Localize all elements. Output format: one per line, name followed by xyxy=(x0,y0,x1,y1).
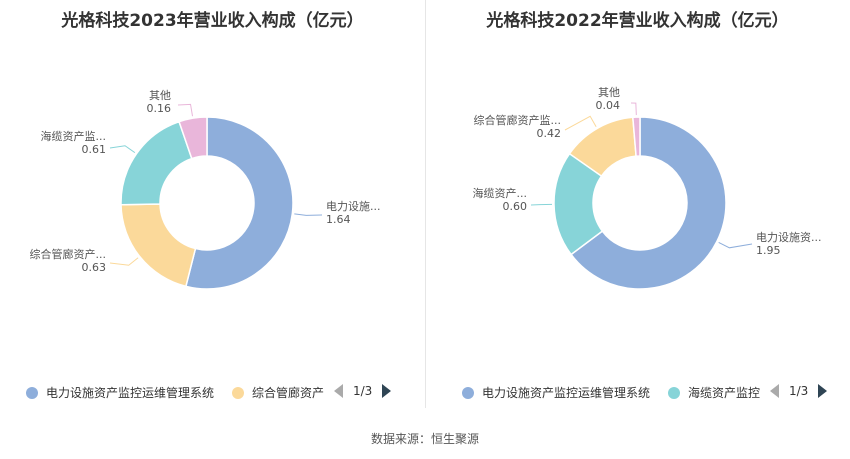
slice-value: 0.63 xyxy=(82,261,107,274)
leader-line xyxy=(718,241,753,249)
legend-prev-icon[interactable] xyxy=(770,384,779,398)
slice-value: 1.64 xyxy=(326,213,351,226)
legend-item[interactable]: 电力设施资产监控运维管理系统 xyxy=(26,384,214,401)
donut-slice[interactable] xyxy=(184,116,294,290)
legend-page: 1/3 xyxy=(789,384,809,398)
slice-label: 其他 xyxy=(149,89,171,102)
legend-label: 电力设施资产监控运维管理系统 xyxy=(482,386,651,400)
donut-slice[interactable] xyxy=(570,116,727,290)
legend-dot xyxy=(26,386,38,399)
legend-next-icon[interactable] xyxy=(818,384,828,398)
panel-divider xyxy=(425,0,426,408)
legend-2022: 电力设施资产监控运维管理系统 海缆资产监控 1/3 xyxy=(425,384,850,404)
chart-title: 光格科技2022年营业收入构成（亿元） xyxy=(486,11,789,31)
legend-next-icon[interactable] xyxy=(382,384,392,398)
donut-slice[interactable] xyxy=(120,203,197,288)
leader-line xyxy=(177,103,194,117)
legend-pager: 1/3 xyxy=(334,384,392,398)
chart-title: 光格科技2023年营业收入构成（亿元） xyxy=(61,11,364,31)
legend-prev-icon[interactable] xyxy=(334,384,343,398)
legend-page: 1/3 xyxy=(353,384,373,398)
leader-line xyxy=(530,203,553,206)
legend-pager: 1/3 xyxy=(770,384,828,398)
donut-chart-2022: 电力设施资...1.95 海缆资产...0.60 综合管廊资产监...0.42 其他0… xyxy=(473,86,822,290)
legend-item[interactable]: 海缆资产监控 xyxy=(668,384,760,401)
slice-label: 海缆资产... xyxy=(473,186,528,200)
legend-dot xyxy=(462,386,474,399)
slice-label: 海缆资产监... xyxy=(41,129,107,143)
chart-2023: 光格科技2023年营业收入构成（亿元） 电力设施... 1.64 综合管廊资产...… xyxy=(0,0,425,410)
slice-value: 0.42 xyxy=(537,127,562,140)
slice-value: 0.60 xyxy=(503,200,528,213)
leader-line xyxy=(109,257,139,266)
leader-line xyxy=(109,145,136,154)
slice-label: 电力设施... xyxy=(326,200,381,213)
slice-label: 综合管廊资产监... xyxy=(474,113,562,127)
legend-item[interactable]: 综合管廊资产 xyxy=(232,384,324,401)
leader-line xyxy=(564,115,597,131)
donut-chart-2023: 电力设施...1.64 综合管廊资产...0.63 海缆资产监...0.61 其他0.… xyxy=(30,89,381,290)
legend-2023: 电力设施资产监控运维管理系统 综合管廊资产 1/3 xyxy=(0,384,425,404)
donut-slice[interactable] xyxy=(120,120,193,206)
slice-value: 1.95 xyxy=(756,244,781,257)
slice-label: 综合管廊资产... xyxy=(30,247,107,261)
slice-value: 0.04 xyxy=(596,99,621,112)
leader-line xyxy=(630,102,637,116)
legend-label: 综合管廊资产 xyxy=(252,386,325,400)
donut-slice[interactable] xyxy=(178,116,208,160)
leader-line xyxy=(294,213,323,216)
legend-dot xyxy=(232,386,244,399)
donut-slice[interactable] xyxy=(632,116,641,157)
chart-2022: 光格科技2022年营业收入构成（亿元） 电力设施资... 1.95 海缆资产... 0… xyxy=(425,0,850,410)
legend-label: 电力设施资产监控运维管理系统 xyxy=(46,386,215,400)
legend-dot xyxy=(668,386,680,399)
legend-item[interactable]: 电力设施资产监控运维管理系统 xyxy=(462,384,650,401)
slice-value: 0.61 xyxy=(82,143,107,156)
slice-label: 电力设施资... xyxy=(756,231,822,244)
slice-label: 其他 xyxy=(598,86,620,99)
data-source: 数据来源：恒生聚源 xyxy=(370,432,479,446)
legend-label: 海缆资产监控 xyxy=(688,386,761,400)
slice-value: 0.16 xyxy=(147,102,172,115)
